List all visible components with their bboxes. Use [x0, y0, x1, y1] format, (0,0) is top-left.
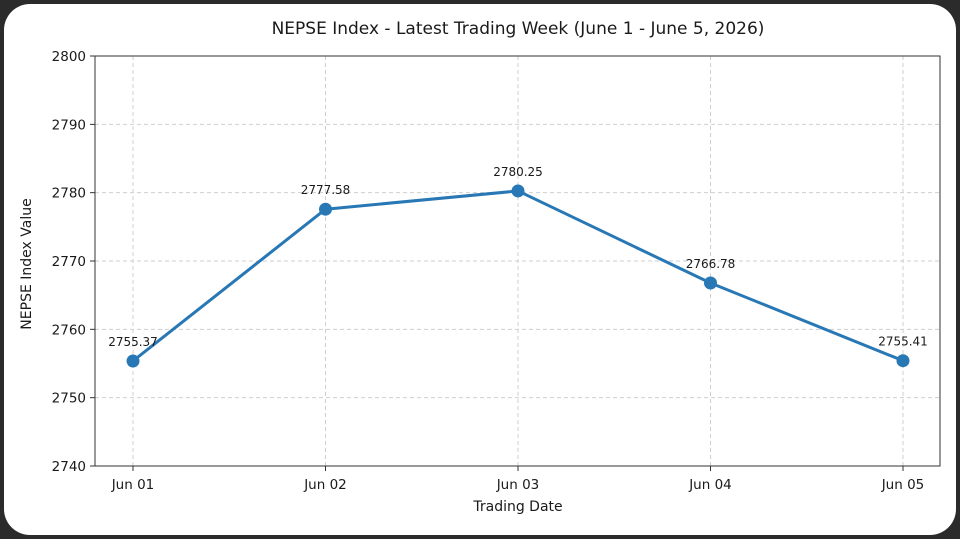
y-tick-label: 2740 [52, 459, 86, 475]
chart-card: NEPSE Index - Latest Trading Week (June … [4, 4, 956, 535]
data-point [126, 354, 140, 368]
grid-lines [95, 55, 940, 467]
x-tick-label: Jun 05 [881, 477, 925, 493]
data-label: 2780.25 [493, 165, 543, 179]
y-tick-label: 2770 [52, 254, 86, 270]
x-axis-label: Trading Date [472, 499, 562, 515]
x-tick-label: Jun 03 [496, 477, 540, 493]
data-point [704, 276, 717, 290]
x-tick-label: Jun 04 [688, 477, 732, 493]
y-tick-label: 2780 [52, 186, 86, 202]
plot-frame [94, 55, 941, 467]
line-chart: NEPSE Index - Latest Trading Week (June … [19, 19, 941, 515]
data-point [319, 202, 332, 216]
data-labels: 2755.37 2777.58 2780.25 2766.78 2755.41 [108, 165, 928, 349]
chart-title: NEPSE Index - Latest Trading Week (June … [272, 19, 765, 39]
data-label: 2755.41 [878, 335, 928, 349]
data-label: 2766.78 [686, 257, 736, 271]
data-label: 2777.58 [301, 183, 351, 197]
axes: 2740 2750 2760 2770 2780 2790 2800 Jun 01 Jun 02… [52, 49, 941, 493]
y-tick-label: 2800 [52, 49, 86, 65]
x-tick-label: Jun 01 [111, 477, 155, 493]
y-tick-label: 2760 [52, 322, 86, 338]
x-tick-label: Jun 02 [303, 477, 347, 493]
data-point [896, 354, 910, 368]
data-point [511, 184, 525, 198]
data-series [126, 184, 910, 368]
y-tick-label: 2750 [52, 391, 86, 407]
y-axis-label: NEPSE Index Value [19, 198, 35, 329]
y-tick-label: 2790 [52, 117, 86, 133]
data-label: 2755.37 [108, 335, 158, 349]
